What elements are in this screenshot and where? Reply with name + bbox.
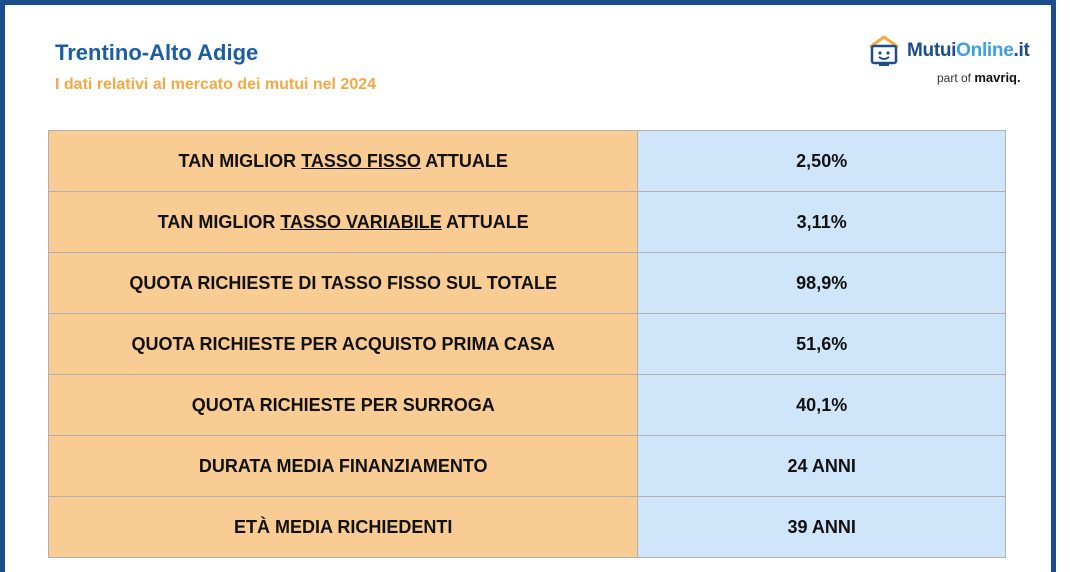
row-label: QUOTA RICHIESTE PER SURROGA <box>47 374 639 436</box>
table-row: TAN MIGLIOR TASSO FISSO ATTUALE 2,50% <box>47 130 1006 192</box>
table-row: TAN MIGLIOR TASSO VARIABILE ATTUALE 3,11… <box>47 191 1006 253</box>
row-label-post: ATTUALE <box>441 211 529 232</box>
logo-tagline: part of mavriq. <box>937 70 1021 85</box>
row-label-underlined: TASSO VARIABILE <box>280 211 442 232</box>
page-subtitle: I dati relativi al mercato dei mutui nel… <box>55 76 377 93</box>
row-label: TAN MIGLIOR TASSO VARIABILE ATTUALE <box>47 191 639 253</box>
row-value: 51,6% <box>637 313 1006 375</box>
row-label: TAN MIGLIOR TASSO FISSO ATTUALE <box>47 130 639 192</box>
row-value: 3,11% <box>637 191 1006 253</box>
page-title: Trentino-Alto Adige <box>55 40 259 65</box>
logo-tagline-prefix: part of <box>937 71 975 85</box>
logo-wordmark: MutuiOnline.it <box>907 40 1030 62</box>
row-label-pre: TAN MIGLIOR <box>157 211 281 232</box>
row-value: 2,50% <box>637 130 1006 192</box>
row-value: 98,9% <box>637 252 1006 314</box>
logo-wordmark-it: .it <box>1013 40 1030 61</box>
row-label-post: ATTUALE <box>420 150 508 171</box>
logo-wordmark-online: Online <box>956 40 1014 61</box>
table-row: QUOTA RICHIESTE PER SURROGA 40,1% <box>47 374 1006 436</box>
row-label: QUOTA RICHIESTE PER ACQUISTO PRIMA CASA <box>47 313 639 375</box>
row-label: ETÀ MEDIA RICHIEDENTI <box>47 496 639 558</box>
logo-wordmark-mutui: Mutui <box>907 40 957 61</box>
row-label: QUOTA RICHIESTE DI TASSO FISSO SUL TOTAL… <box>47 252 639 314</box>
row-label-pre: TAN MIGLIOR <box>178 150 302 171</box>
row-value: 24 ANNI <box>637 435 1006 497</box>
house-screen-icon <box>869 35 899 66</box>
row-label: DURATA MEDIA FINANZIAMENTO <box>47 435 639 497</box>
row-value: 39 ANNI <box>637 496 1006 558</box>
table-row: QUOTA RICHIESTE PER ACQUISTO PRIMA CASA … <box>47 313 1006 375</box>
logo-tagline-brand: mavriq. <box>974 70 1021 85</box>
row-label-underlined: TASSO FISSO <box>301 150 421 171</box>
row-value: 40,1% <box>637 374 1006 436</box>
table-row: ETÀ MEDIA RICHIEDENTI 39 ANNI <box>47 496 1006 558</box>
mortgage-data-table: TAN MIGLIOR TASSO FISSO ATTUALE 2,50% TA… <box>47 130 1006 558</box>
table-row: DURATA MEDIA FINANZIAMENTO 24 ANNI <box>47 435 1006 497</box>
mutuionline-logo: MutuiOnline.it part of mavriq. <box>867 32 1047 88</box>
table-row: QUOTA RICHIESTE DI TASSO FISSO SUL TOTAL… <box>47 252 1006 314</box>
